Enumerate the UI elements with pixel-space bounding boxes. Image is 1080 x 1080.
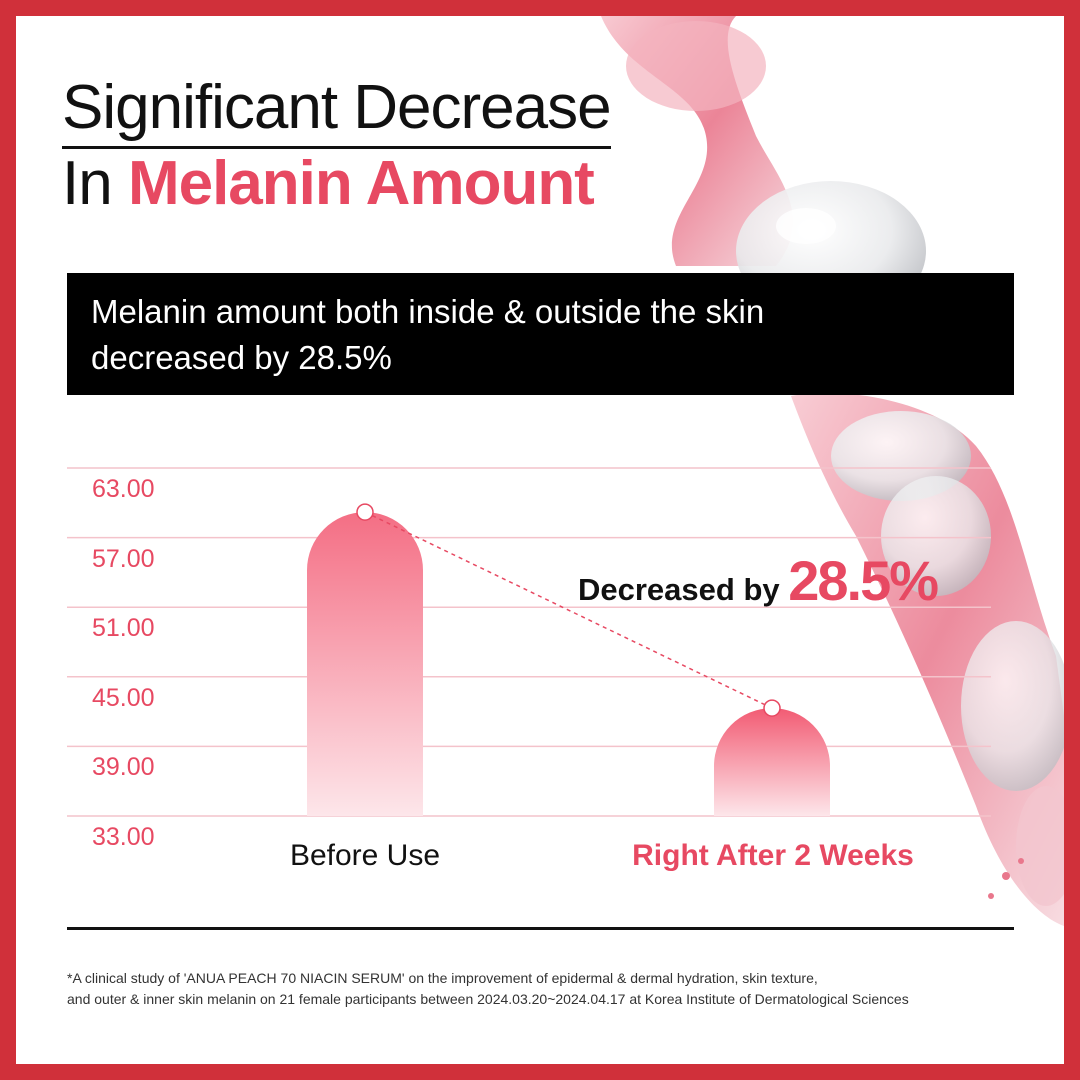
callout-line-1: Melanin amount both inside & outside the… <box>91 293 765 330</box>
annotation-value: 28.5% <box>788 549 939 612</box>
y-tick-label: 63.00 <box>92 475 155 503</box>
annotation-lead: Decreased by <box>578 572 789 607</box>
headline-accent: Melanin Amount <box>127 149 595 218</box>
trend-connector <box>364 511 773 709</box>
decrease-annotation: Decreased by 28.5% <box>578 548 939 613</box>
x-label-after-2-weeks: Right After 2 Weeks <box>632 839 914 872</box>
y-tick-label: 45.00 <box>92 683 155 712</box>
footer-divider <box>67 927 1014 930</box>
y-tick-label: 51.00 <box>92 614 155 643</box>
serum-drop-illustration <box>601 16 1064 927</box>
melanin-bar-chart <box>67 467 991 817</box>
callout-box: Melanin amount both inside & outside the… <box>67 273 1014 395</box>
y-tick-label: 57.00 <box>92 544 155 573</box>
headline-line-2: In Melanin Amount <box>62 148 595 220</box>
bar-before-use <box>307 512 423 816</box>
footnote: *A clinical study of 'ANUA PEACH 70 NIAC… <box>67 968 1027 1010</box>
y-tick-label: 33.00 <box>92 823 155 851</box>
headline-prefix: In <box>62 149 128 218</box>
footnote-line-1: *A clinical study of 'ANUA PEACH 70 NIAC… <box>67 970 818 986</box>
marker-before-use <box>356 503 374 521</box>
x-label-before-use: Before Use <box>289 839 441 872</box>
headline-line-1: Significant Decrease <box>62 72 612 149</box>
callout-line-2: decreased by 28.5% <box>91 339 392 376</box>
y-tick-label: 39.00 <box>92 753 155 782</box>
footnote-line-2: and outer & inner skin melanin on 21 fem… <box>67 991 909 1007</box>
marker-after-2-weeks <box>763 699 781 717</box>
bar-after-2-weeks <box>714 708 830 816</box>
